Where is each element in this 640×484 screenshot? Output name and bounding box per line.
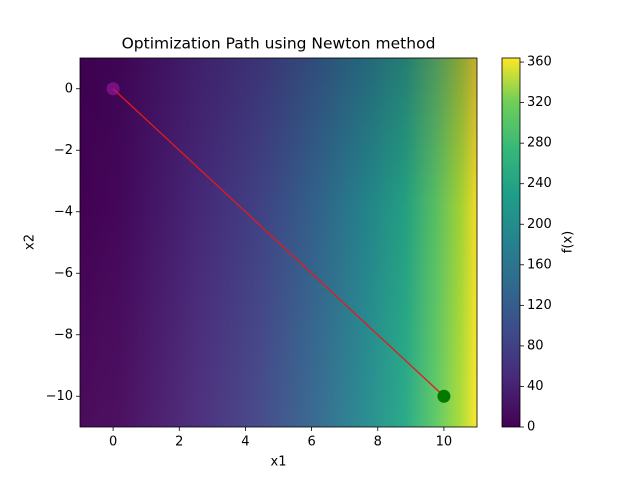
x-axis-label: x1 [271, 455, 287, 470]
colorbar-tick-label: 280 [527, 136, 552, 151]
y-tick-label: −10 [46, 389, 73, 404]
x-tick-label: 6 [307, 435, 315, 450]
x-tick-label: 10 [436, 435, 453, 450]
colorbar-tick-label: 120 [527, 298, 552, 313]
x-tick-label: 8 [374, 435, 382, 450]
y-tick-label: −2 [54, 143, 73, 158]
colorbar-tick-label: 80 [527, 338, 544, 353]
path-point [437, 389, 451, 403]
x-tick-label: 2 [175, 435, 183, 450]
y-tick-label: 0 [65, 81, 73, 96]
optimization-path [112, 88, 445, 397]
colorbar-label: f(x) [561, 231, 576, 253]
y-tick-label: −8 [54, 327, 73, 342]
y-axis-label: x2 [23, 234, 38, 250]
colorbar-tick-label: 360 [527, 55, 552, 70]
path-point [106, 82, 120, 96]
colorbar-tick-label: 240 [527, 176, 552, 191]
y-tick-label: −4 [54, 204, 73, 219]
colorbar-tick-label: 320 [527, 95, 552, 110]
chart-title: Optimization Path using Newton method [122, 35, 436, 53]
colorbar [501, 57, 521, 428]
x-tick-label: 0 [109, 435, 117, 450]
plot-frame [79, 57, 478, 428]
colorbar-tick-label: 160 [527, 257, 552, 272]
colorbar-tick-label: 200 [527, 217, 552, 232]
colorbar-tick-label: 40 [527, 379, 544, 394]
y-tick-label: −6 [54, 266, 73, 281]
x-tick-label: 4 [241, 435, 249, 450]
colorbar-tick-label: 0 [527, 420, 535, 435]
